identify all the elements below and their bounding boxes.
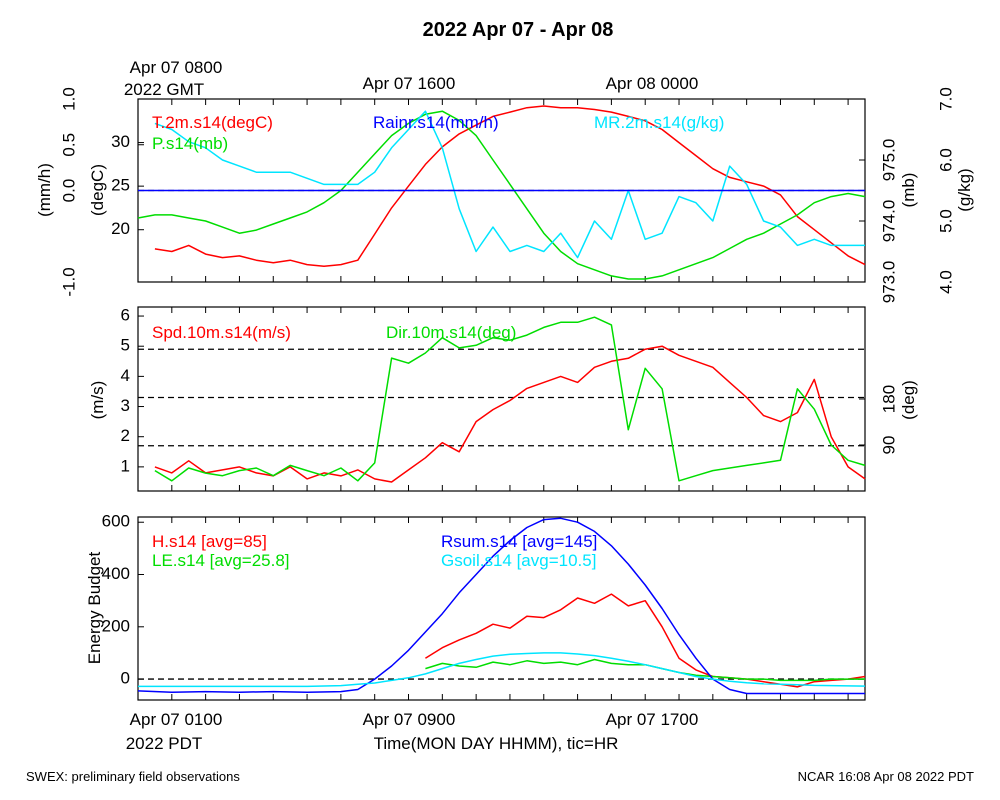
series-line-gsoil: [138, 652, 866, 688]
panel-2-axis-ticks: 1 2 3 4 5 6 90 180: [121, 306, 898, 491]
panel-3-frame: [137, 516, 866, 701]
y-tick-label: 0.0: [59, 179, 78, 203]
axis-label-energy: Energy Budget: [85, 551, 104, 664]
y-tick-label: 974.0: [879, 200, 898, 243]
y-tick-label: 90: [879, 436, 898, 455]
panel-3-axis-ticks: 0 200 400 600: [102, 512, 849, 700]
panel-3-series: [137, 517, 866, 695]
x-axis-title: Time(MON DAY HHMM), tic=HR: [374, 734, 619, 753]
panel-2-series: [138, 316, 866, 483]
legend-pressure: P.s14(mb): [152, 134, 228, 153]
y-tick-label: 180: [879, 385, 898, 413]
legend-temperature: T.2m.s14(degC): [152, 113, 273, 132]
y-tick-label: 25: [111, 176, 130, 195]
legend-wind-speed: Spd.10m.s14(m/s): [152, 323, 291, 342]
series-line-mr: [154, 110, 865, 259]
series-line-rsum: [137, 517, 865, 695]
y-tick-label: 400: [102, 564, 130, 583]
y-tick-label: 6.0: [936, 148, 955, 172]
series-line-dir: [154, 316, 866, 482]
legend-latent-heat: LE.s14 [avg=25.8]: [152, 551, 290, 570]
y-tick-label: 2: [121, 426, 130, 445]
axis-label-pressure: (mb): [899, 173, 918, 208]
panel-1-axis-ticks: -1.0 0.0 0.5 1.0 20 25 30 973.0 974.0 975.0 4.0 5.0…: [59, 87, 955, 303]
series-line-h: [425, 593, 866, 688]
y-tick-label: 4.0: [936, 270, 955, 294]
series-line-spd: [154, 345, 866, 483]
axis-label-speed: (m/s): [88, 381, 107, 420]
series-line-p: [137, 110, 866, 280]
pdt-mid-label: Apr 07 0900: [363, 710, 456, 729]
axis-label-rain: (mm/h): [35, 163, 54, 217]
legend-rain-rate: Rainr.s14(mm/h): [373, 113, 499, 132]
axis-label-mixing-ratio: (g/kg): [955, 168, 974, 211]
pdt-year-label: 2022 PDT: [126, 734, 203, 753]
series-line-t: [154, 105, 866, 268]
legend-net-radiation: Rsum.s14 [avg=145]: [441, 532, 597, 551]
y-tick-label: 7.0: [936, 87, 955, 111]
y-tick-label: 5: [121, 336, 130, 355]
y-tick-label: 600: [102, 512, 130, 531]
y-tick-label: 200: [102, 616, 130, 635]
y-tick-label: -1.0: [59, 267, 78, 296]
y-tick-label: 975.0: [879, 139, 898, 182]
axis-label-direction: (deg): [899, 380, 918, 420]
y-tick-label: 20: [111, 219, 130, 238]
y-tick-label: 1: [121, 456, 130, 475]
pdt-start-label: Apr 07 0100: [130, 710, 223, 729]
y-tick-label: 6: [121, 306, 130, 325]
legend-wind-direction: Dir.10m.s14(deg): [386, 323, 516, 342]
series-line-le: [425, 658, 865, 682]
gmt-start-label: Apr 07 0800: [130, 58, 223, 77]
pdt-right-label: Apr 07 1700: [606, 710, 699, 729]
chart-title: 2022 Apr 07 - Apr 08: [423, 19, 614, 41]
legend-sensible-heat: H.s14 [avg=85]: [152, 532, 267, 551]
footer-note: SWEX: preliminary field observations: [26, 769, 240, 784]
y-tick-label: 1.0: [59, 87, 78, 111]
legend-mixing-ratio: MR.2m.s14(g/kg): [594, 113, 724, 132]
y-tick-label: 3: [121, 396, 130, 415]
y-tick-label: 5.0: [936, 209, 955, 233]
y-tick-label: 4: [121, 366, 130, 385]
y-tick-label: 973.0: [879, 261, 898, 304]
gmt-year-label: 2022 GMT: [124, 80, 204, 99]
axis-label-temp: (degC): [88, 164, 107, 216]
y-tick-label: 0.5: [59, 133, 78, 157]
footer-timestamp: NCAR 16:08 Apr 08 2022 PDT: [798, 769, 974, 784]
gmt-right-label: Apr 08 0000: [606, 74, 699, 93]
y-tick-label: 30: [111, 132, 130, 151]
panel-1-series: [137, 105, 866, 280]
gmt-mid-label: Apr 07 1600: [363, 74, 456, 93]
legend-soil-heat: Gsoil.s14 [avg=10.5]: [441, 551, 596, 570]
y-tick-label: 0: [121, 669, 130, 688]
